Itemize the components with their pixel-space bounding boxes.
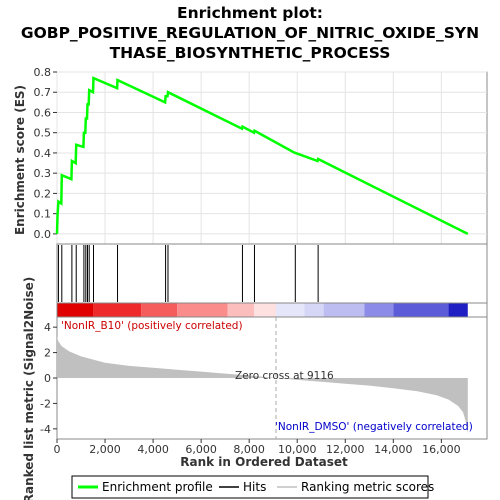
legend-metric-label: Ranking metric scores bbox=[301, 480, 434, 494]
es-panel: 0.0 0.1 0.2 0.3 0.4 0.5 0.6 0.7 0.8 bbox=[34, 66, 488, 245]
rank-heatmap-bar bbox=[56, 302, 488, 318]
metric-ylabel: Ranked list metric (Signal2Noise) bbox=[22, 277, 36, 500]
es-ytick-label-2: 0.2 bbox=[34, 187, 52, 200]
title-line-1: Enrichment plot: bbox=[177, 4, 323, 22]
title-line-2: GOBP_POSITIVE_REGULATION_OF_NITRIC_OXIDE… bbox=[21, 24, 479, 42]
legend-hits-label: Hits bbox=[243, 480, 266, 494]
heat-segment-9 bbox=[364, 303, 394, 317]
es-line bbox=[55, 76, 469, 236]
es-ytick-label-1: 0.1 bbox=[34, 208, 52, 221]
heat-segment-8 bbox=[323, 303, 365, 317]
metric-xtick-label-5: 10,000 bbox=[278, 443, 317, 456]
heat-segment-4 bbox=[227, 303, 254, 317]
metric-ytick-label-3: 2 bbox=[44, 347, 51, 360]
heat-segment-3 bbox=[177, 303, 228, 317]
es-ytick-label-6: 0.6 bbox=[34, 106, 52, 119]
metric-ytick-label-1: -2 bbox=[40, 397, 51, 410]
es-ytick-label-8: 0.8 bbox=[34, 66, 52, 79]
metric-ytick-label-4: 4 bbox=[44, 321, 51, 334]
heat-segment-0 bbox=[57, 303, 94, 317]
heat-segment-6 bbox=[275, 303, 305, 317]
zero-cross-label: Zero cross at 9116 bbox=[235, 370, 334, 382]
metric-xtick-label-7: 14,000 bbox=[374, 443, 413, 456]
es-plot-area bbox=[56, 71, 488, 245]
heat-segment-1 bbox=[93, 303, 142, 317]
heat-segment-2 bbox=[141, 303, 178, 317]
heat-segment-10 bbox=[393, 303, 449, 317]
hits-area bbox=[56, 243, 488, 304]
es-ylabel: Enrichment score (ES) bbox=[13, 85, 27, 235]
negative-correlation-label: 'NonIR_DMSO' (negatively correlated) bbox=[275, 421, 473, 433]
heat-segment-11 bbox=[448, 303, 468, 317]
metric-ytick-label-0: -4 bbox=[40, 423, 51, 436]
metric-area bbox=[57, 336, 468, 434]
metric-xtick-label-8: 16,000 bbox=[422, 443, 461, 456]
metric-xtick-label-6: 12,000 bbox=[326, 443, 365, 456]
es-ytick-label-4: 0.4 bbox=[34, 147, 52, 160]
positive-correlation-label: 'NonIR_B10' (positively correlated) bbox=[61, 320, 243, 332]
es-ytick-label-0: 0.0 bbox=[34, 228, 52, 241]
metric-xtick-label-1: 2,000 bbox=[89, 443, 121, 456]
legend-box bbox=[71, 475, 429, 499]
metric-xtick-label-0: 0 bbox=[54, 443, 61, 456]
es-ytick-label-5: 0.5 bbox=[34, 127, 52, 140]
legend: Enrichment profile Hits Ranking metric s… bbox=[71, 475, 434, 499]
metric-panel: -4 -2 0 2 4 0 2,000 4,000 6,000 8,000 10,000 12,000… bbox=[40, 316, 488, 456]
metric-xlabel: Rank in Ordered Dataset bbox=[180, 455, 348, 469]
es-ytick-label-7: 0.7 bbox=[34, 86, 52, 99]
metric-xtick-label-3: 6,000 bbox=[185, 443, 217, 456]
hits-panel bbox=[56, 243, 488, 304]
metric-ytick-label-2: 0 bbox=[44, 372, 51, 385]
es-ytick-label-3: 0.3 bbox=[34, 167, 52, 180]
metric-xtick-label-2: 4,000 bbox=[137, 443, 169, 456]
heat-segment-5 bbox=[253, 303, 276, 317]
heat-segment-7 bbox=[304, 303, 324, 317]
title-line-3: THASE_BIOSYNTHETIC_PROCESS bbox=[110, 44, 391, 62]
legend-enrichment-label: Enrichment profile bbox=[102, 480, 213, 494]
metric-xtick-label-4: 8,000 bbox=[233, 443, 265, 456]
